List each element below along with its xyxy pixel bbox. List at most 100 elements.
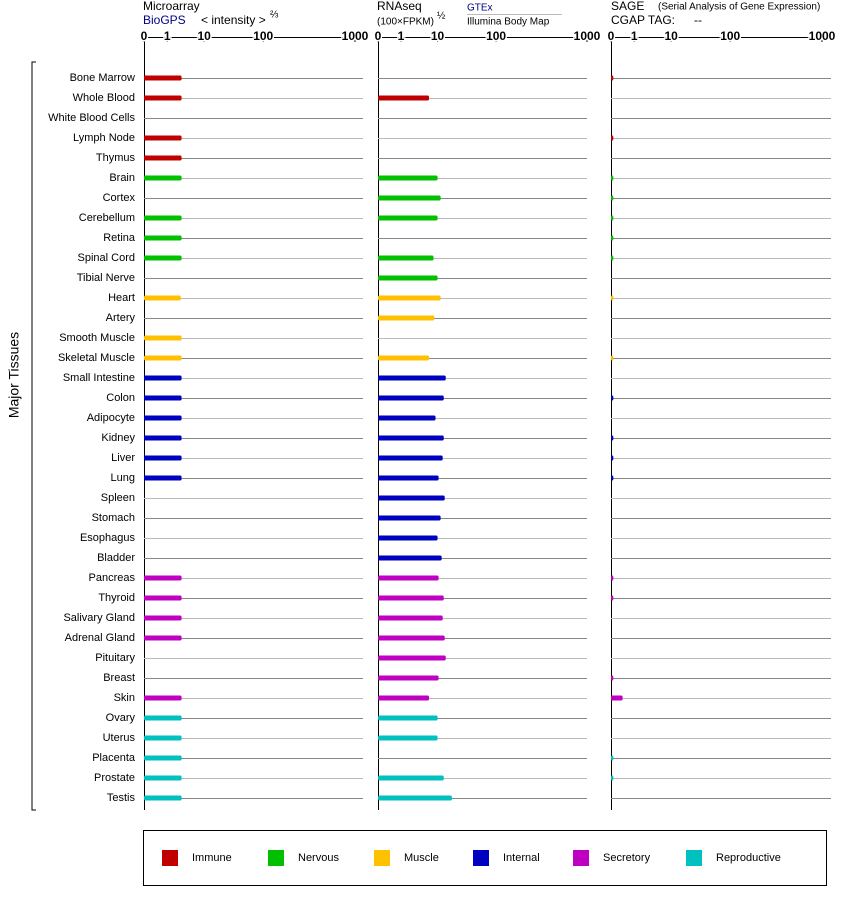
category-label: Kidney [101,432,135,444]
legend-swatch [374,850,390,866]
bar [378,435,444,441]
x-tick-label: 0 [375,29,382,43]
source: BioGPS [143,13,186,27]
category-label: Colon [106,392,135,404]
tag-label: CGAP TAG: [611,13,675,27]
bar [378,375,446,381]
bar [144,435,182,441]
bar [144,295,181,301]
bar [144,395,182,401]
bar [144,715,182,721]
legend-swatch [573,850,589,866]
bar [144,635,182,641]
bar [144,775,182,781]
unit: < intensity > [201,13,266,27]
bar [378,295,441,301]
bar [611,755,614,761]
category-label: Thyroid [98,592,135,604]
unit: (100×FPKM) [377,17,434,28]
category-label: Ovary [106,712,136,724]
x-tick-label: 1000 [574,29,601,43]
category-label: Spinal Cord [78,252,135,264]
exponent: ⅔ [270,10,279,21]
category-label: Breast [103,672,135,684]
x-tick-label: 1 [398,29,405,43]
bar [378,715,438,721]
x-tick-label: 10 [431,29,445,43]
bar [144,615,182,621]
bar [378,415,436,421]
bar [378,395,444,401]
x-tick-label: 10 [664,29,678,43]
bar [144,215,182,221]
legend-swatch [162,850,178,866]
category-label: Small Intestine [63,372,135,384]
legend-label: Nervous [298,852,339,864]
bar [378,635,445,641]
x-tick-label: 1000 [809,29,836,43]
legend-swatch [473,850,489,866]
bar [144,355,182,361]
bar [144,595,182,601]
bar [144,335,182,341]
category-label: Salivary Gland [63,612,135,624]
category-label: Adipocyte [87,412,135,424]
bar [611,455,614,461]
legend-label: Immune [192,852,232,864]
bar [378,175,438,181]
category-label: Heart [108,292,135,304]
category-label: Pituitary [95,652,135,664]
bar [378,675,439,681]
bar [611,475,614,481]
legend-label: Reproductive [716,852,781,864]
bar [378,795,452,801]
bar [611,675,614,681]
bar [144,795,182,801]
bar [378,535,438,541]
bar [378,735,438,741]
category-label: Lung [111,472,135,484]
bar [611,175,614,181]
bar [144,235,182,241]
legend-swatch [686,850,702,866]
bar [611,435,614,441]
legend-label: Secretory [603,852,651,864]
bar [611,135,614,141]
category-label: Adrenal Gland [65,632,135,644]
x-tick-label: 0 [141,29,148,43]
bar [378,695,430,701]
legend-box [143,830,827,886]
category-label: Skeletal Muscle [58,352,135,364]
category-label: Brain [109,172,135,184]
category-label: Bladder [97,552,135,564]
bar [144,135,182,141]
x-tick-label: 1000 [342,29,369,43]
category-label: Bone Marrow [70,72,135,84]
bar [144,575,182,581]
exponent: ½ [437,11,446,22]
x-tick-label: 100 [253,29,273,43]
category-label: Artery [106,312,136,324]
panel-title: SAGE [611,0,644,13]
bar [378,95,430,101]
panel-title: Microarray [143,0,200,13]
bar [378,315,435,321]
bar [611,395,614,401]
bar [144,455,182,461]
bar [144,175,182,181]
legend-label: Muscle [404,852,439,864]
bar [378,555,442,561]
bar [611,255,614,261]
bar [378,495,445,501]
category-label: Lymph Node [73,132,135,144]
tag: -- [694,13,702,27]
bar [378,575,439,581]
source: GTEx [467,3,493,14]
category-label: Spleen [101,492,135,504]
category-label: Tibial Nerve [77,272,135,284]
bar [144,695,182,701]
category-label: Retina [103,232,136,244]
bar [378,595,444,601]
bar [378,655,446,661]
